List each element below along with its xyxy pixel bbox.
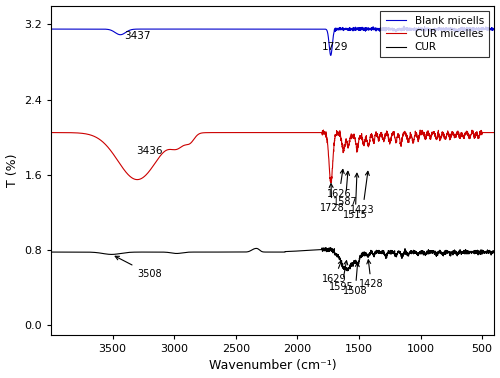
CUR	[450, 249, 456, 254]
CUR micelles	[316, 130, 322, 135]
Text: 1626: 1626	[327, 169, 351, 199]
Blank micells	[172, 27, 178, 31]
Blank micells	[316, 27, 322, 31]
Text: 1595: 1595	[330, 261, 354, 292]
Blank micells	[401, 24, 407, 28]
CUR micelles	[492, 130, 498, 135]
Blank micells	[48, 27, 54, 31]
Text: 3508: 3508	[115, 256, 162, 279]
Text: 1428: 1428	[359, 260, 384, 289]
CUR micelles	[172, 147, 178, 152]
CUR	[316, 248, 322, 252]
CUR	[172, 251, 178, 256]
Blank micells	[328, 53, 334, 58]
CUR	[344, 268, 350, 273]
Text: 1423: 1423	[350, 171, 375, 215]
CUR micelles	[328, 180, 334, 185]
CUR micelles	[143, 173, 149, 177]
Line: Blank micells: Blank micells	[51, 26, 494, 56]
CUR	[324, 249, 330, 253]
Text: 1515: 1515	[343, 173, 367, 220]
CUR micelles	[450, 131, 456, 136]
Text: 3437: 3437	[124, 31, 150, 42]
CUR micelles	[324, 137, 330, 142]
Blank micells	[492, 27, 498, 31]
Blank micells	[324, 28, 330, 33]
CUR	[143, 250, 149, 254]
CUR micelles	[492, 130, 498, 135]
Legend: Blank micells, CUR micelles, CUR: Blank micells, CUR micelles, CUR	[380, 11, 489, 57]
Y-axis label: T (%): T (%)	[6, 153, 18, 187]
CUR micelles	[48, 130, 54, 135]
CUR	[48, 250, 54, 254]
X-axis label: Wavenumber (cm⁻¹): Wavenumber (cm⁻¹)	[209, 359, 336, 372]
CUR	[492, 250, 498, 254]
Text: 1587: 1587	[333, 171, 358, 206]
Text: 1729: 1729	[322, 42, 348, 52]
Text: 1508: 1508	[343, 263, 367, 296]
CUR	[323, 245, 329, 250]
Line: CUR: CUR	[51, 248, 494, 271]
Text: 3436: 3436	[136, 146, 163, 156]
Text: 1629: 1629	[322, 260, 346, 284]
CUR micelles	[320, 128, 326, 132]
Blank micells	[450, 26, 456, 31]
Blank micells	[143, 27, 149, 31]
Text: 1728: 1728	[320, 184, 344, 213]
CUR	[492, 250, 498, 254]
Line: CUR micelles: CUR micelles	[51, 130, 494, 183]
Blank micells	[492, 26, 498, 31]
